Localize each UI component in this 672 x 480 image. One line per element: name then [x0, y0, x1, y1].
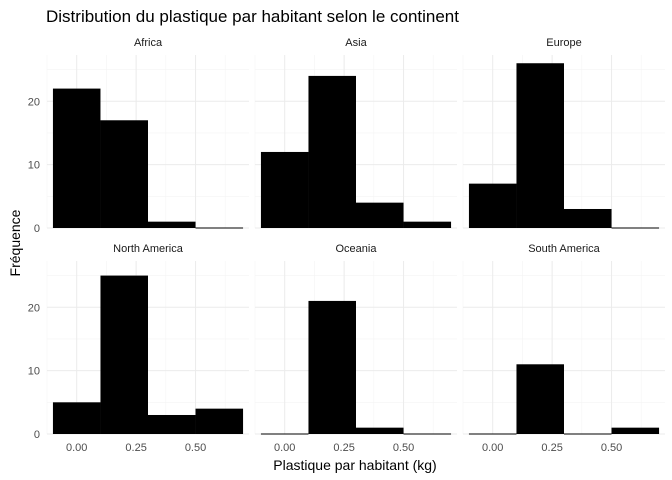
- histogram-bar: [195, 227, 244, 229]
- facet-strip-label: North America: [113, 243, 184, 255]
- histogram-bar: [611, 227, 660, 229]
- histogram-bar: [468, 433, 517, 435]
- histogram-bar: [564, 433, 612, 435]
- y-tick-label: 20: [28, 302, 40, 314]
- histogram-bar: [148, 414, 196, 434]
- y-tick-label: 0: [34, 223, 40, 235]
- histogram-bar: [260, 151, 309, 228]
- x-tick-label: 0.50: [601, 442, 622, 454]
- histogram-bar: [195, 408, 244, 434]
- x-axis-title: Plastique par habitant (kg): [273, 457, 436, 473]
- panel-oceania: Oceania 0.00 0.25 0.50: [254, 243, 457, 454]
- x-tick-label: 0.50: [185, 442, 206, 454]
- y-tick-label: 0: [34, 429, 40, 441]
- histogram-bar: [308, 75, 356, 229]
- panel-africa: Africa 0 10 20: [28, 37, 249, 235]
- histogram-bar: [356, 427, 404, 434]
- histogram-bar: [403, 221, 452, 228]
- histogram-bar: [308, 300, 356, 434]
- facet-strip-label: Europe: [546, 37, 581, 49]
- histogram-bar: [148, 221, 196, 228]
- y-tick-label: 10: [28, 160, 40, 172]
- facet-strip-label: Africa: [134, 37, 163, 49]
- facet-strip-label: South America: [528, 243, 600, 255]
- histogram-bar: [516, 63, 564, 228]
- histogram-bar: [611, 427, 660, 434]
- x-tick-label: 0.00: [274, 442, 295, 454]
- histogram-bar: [260, 433, 309, 435]
- y-axis-title: Fréquence: [7, 209, 23, 276]
- histogram-bar: [52, 88, 101, 228]
- histogram-bar: [100, 275, 148, 434]
- panel-asia: Asia: [254, 37, 457, 229]
- panel-south-america: South America 0.00 0.25 0.50: [462, 243, 665, 454]
- panel-europe: Europe: [462, 37, 665, 229]
- histogram-bar: [564, 208, 612, 228]
- histogram-bar: [52, 402, 101, 434]
- chart-title: Distribution du plastique par habitant s…: [46, 7, 459, 26]
- x-tick-label: 0.25: [541, 442, 562, 454]
- y-tick-label: 20: [28, 96, 40, 108]
- histogram-bar: [403, 433, 452, 435]
- histogram-bar: [100, 120, 148, 228]
- histogram-bar: [468, 183, 517, 228]
- histogram-bar: [356, 202, 404, 228]
- x-tick-label: 0.25: [333, 442, 354, 454]
- facet-panels: Africa 0 10 20 Asia Europe North America 0 10 20 0…: [28, 37, 665, 454]
- facet-strip-label: Oceania: [336, 243, 378, 255]
- x-tick-label: 0.25: [125, 442, 146, 454]
- x-tick-label: 0.00: [482, 442, 503, 454]
- facet-strip-label: Asia: [345, 37, 367, 49]
- histogram-bar: [516, 364, 564, 434]
- y-tick-label: 10: [28, 366, 40, 378]
- x-tick-label: 0.50: [393, 442, 414, 454]
- x-tick-label: 0.00: [66, 442, 87, 454]
- panel-north-america: North America 0 10 20 0.00 0.25 0.50: [28, 243, 249, 454]
